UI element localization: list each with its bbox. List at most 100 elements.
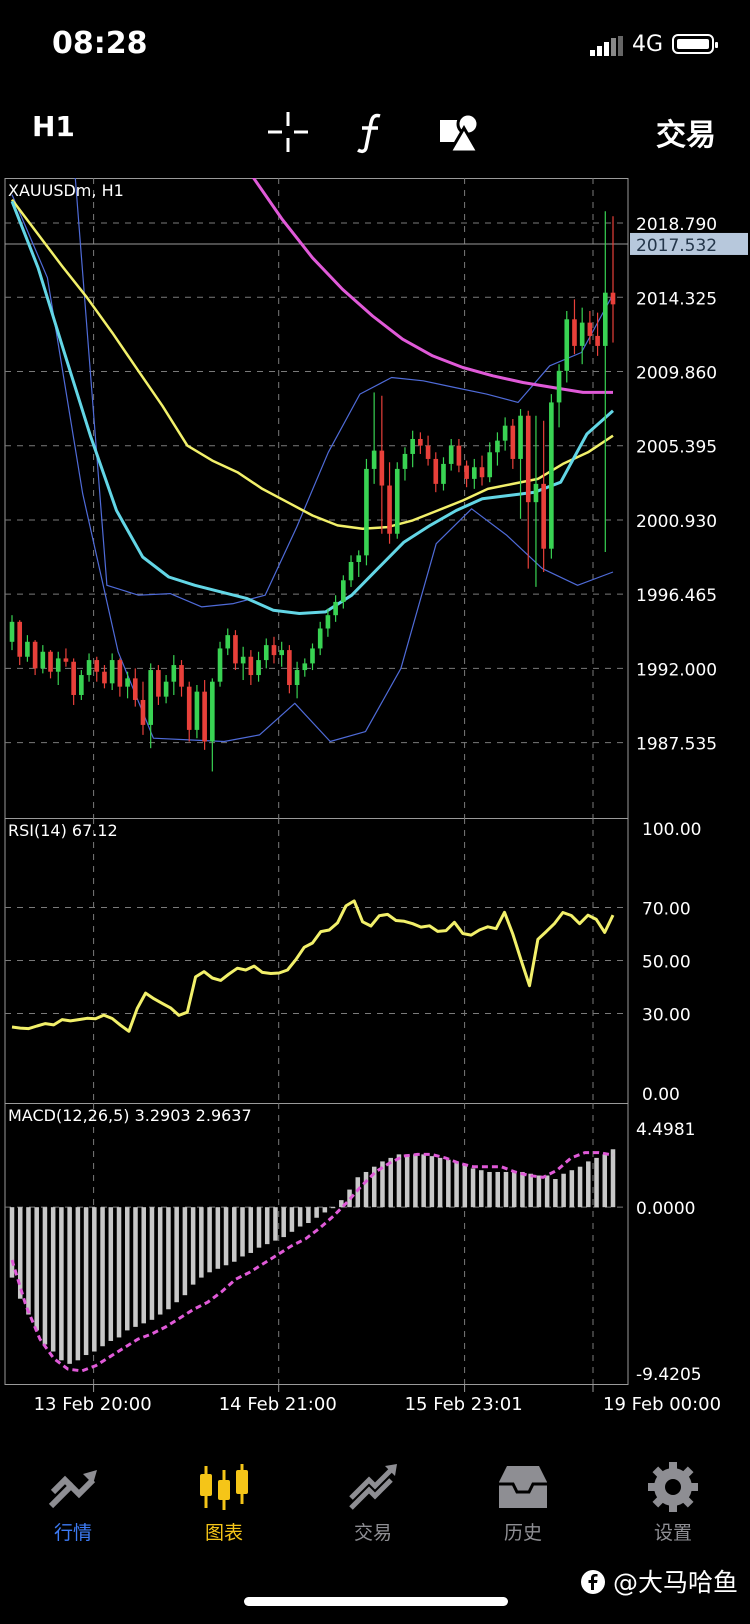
- candle-body: [394, 468, 400, 534]
- candle-body: [502, 425, 508, 441]
- candle: [464, 460, 469, 488]
- candle: [510, 419, 516, 469]
- function-icon[interactable]: [350, 110, 394, 154]
- candle-body: [117, 660, 123, 687]
- candle: [48, 650, 53, 679]
- crosshair-icon[interactable]: [266, 110, 310, 154]
- macd-histogram-bar: [363, 1171, 369, 1208]
- macd-histogram-bar: [59, 1207, 64, 1361]
- watermark-text: @大马哈鱼: [612, 1568, 738, 1597]
- macd-tick-label: -9.4205: [636, 1365, 702, 1385]
- candle: [448, 438, 454, 471]
- rsi-tick-label: 70.00: [642, 900, 691, 920]
- chart-toolbar: H1 交易: [0, 96, 750, 172]
- time-tick-label: 15 Feb 23:01: [405, 1394, 523, 1415]
- candle: [256, 651, 261, 682]
- price-chart[interactable]: 2018.790 2014.325 2009.860 2005.395 2000.930…: [0, 178, 750, 1440]
- trade-button[interactable]: 交易: [656, 118, 716, 153]
- candle: [86, 653, 92, 682]
- candle: [271, 636, 277, 664]
- candle-body: [495, 440, 500, 453]
- candle: [525, 410, 531, 569]
- rsi-line: [11, 899, 615, 1033]
- candle-body: [186, 686, 192, 730]
- candle-body: [271, 645, 277, 656]
- candle: [132, 668, 138, 707]
- macd-histogram-bar: [215, 1207, 221, 1269]
- candle: [379, 395, 385, 534]
- candle-body: [333, 601, 338, 616]
- candle: [579, 307, 585, 365]
- candle: [25, 635, 30, 662]
- candle-body: [79, 675, 84, 695]
- candle: [125, 671, 130, 699]
- candle: [240, 646, 246, 681]
- rsi-panel: 100.00 70.00 50.00 30.00 0.00 RSI(14) 67.12: [4, 818, 701, 1105]
- candle-body: [479, 467, 485, 478]
- nav-settings[interactable]: 设置: [613, 1462, 733, 1545]
- macd-histogram-bar: [232, 1207, 237, 1262]
- macd-histogram-bar: [108, 1207, 114, 1341]
- nav-chart[interactable]: 图表: [164, 1462, 284, 1545]
- nav-trade[interactable]: 交易: [313, 1462, 433, 1545]
- candle: [279, 641, 284, 667]
- candle-body: [256, 660, 261, 676]
- candle-body: [163, 681, 169, 697]
- nav-history[interactable]: 历史: [463, 1462, 583, 1545]
- candle: [210, 678, 215, 772]
- time-tick-label: 14 Feb 21:00: [219, 1394, 337, 1415]
- candle: [394, 462, 400, 539]
- nav-label: 历史: [503, 1522, 542, 1544]
- candle: [117, 658, 123, 697]
- candle: [310, 643, 315, 671]
- candle: [425, 435, 431, 466]
- candle-body: [40, 651, 46, 669]
- macd-histogram-bar: [429, 1156, 435, 1208]
- candle: [156, 665, 161, 705]
- macd-histogram-bar: [190, 1207, 196, 1285]
- status-time: 08:28: [52, 26, 148, 61]
- macd-histogram-bar: [199, 1207, 204, 1278]
- candle: [148, 663, 154, 749]
- macd-histogram-bar: [207, 1207, 212, 1273]
- candle-body: [94, 660, 100, 672]
- bottom-nav: 行情 图表 交易 历史: [0, 1462, 750, 1572]
- macd-histogram-bar: [83, 1207, 89, 1356]
- macd-histogram-bar: [454, 1161, 459, 1208]
- timeframe-button[interactable]: H1: [32, 110, 75, 143]
- macd-histogram-bar: [240, 1207, 245, 1257]
- candle: [418, 432, 423, 454]
- candle-body: [602, 292, 608, 346]
- macd-histogram-bar: [314, 1207, 319, 1218]
- quotes-icon: [48, 1470, 97, 1509]
- macd-panel-title: MACD(12,26,5) 3.2903 2.9637: [8, 1106, 252, 1125]
- current-price-tag: [630, 232, 748, 255]
- price-tick-label: 1987.535: [636, 735, 717, 755]
- macd-histogram-bar: [396, 1154, 402, 1208]
- macd-histogram-bar: [437, 1157, 443, 1208]
- macd-histogram-bar: [577, 1166, 583, 1208]
- candle: [371, 392, 377, 484]
- candle: [387, 462, 392, 544]
- candle: [179, 660, 184, 697]
- nav-quotes[interactable]: 行情: [13, 1462, 133, 1545]
- objects-icon[interactable]: [438, 110, 482, 154]
- candle: [186, 681, 192, 742]
- ma-slow-line: [251, 178, 613, 394]
- candle: [433, 452, 439, 493]
- candle-body: [541, 483, 546, 549]
- macd-histogram-bar: [116, 1207, 122, 1338]
- rsi-tick-label: 30.00: [642, 1006, 691, 1026]
- candle-body: [71, 661, 76, 695]
- candle: [402, 447, 408, 481]
- candle: [233, 630, 238, 671]
- candle: [502, 417, 508, 451]
- candle-body: [171, 665, 177, 682]
- candle-body: [610, 292, 616, 305]
- main-panel-title: XAUUSDm, H1: [8, 181, 124, 200]
- home-indicator[interactable]: [244, 1597, 508, 1606]
- price-tick-label: 2014.325: [636, 289, 717, 309]
- candle-body: [225, 635, 231, 649]
- candle: [356, 550, 362, 577]
- candle: [163, 675, 169, 704]
